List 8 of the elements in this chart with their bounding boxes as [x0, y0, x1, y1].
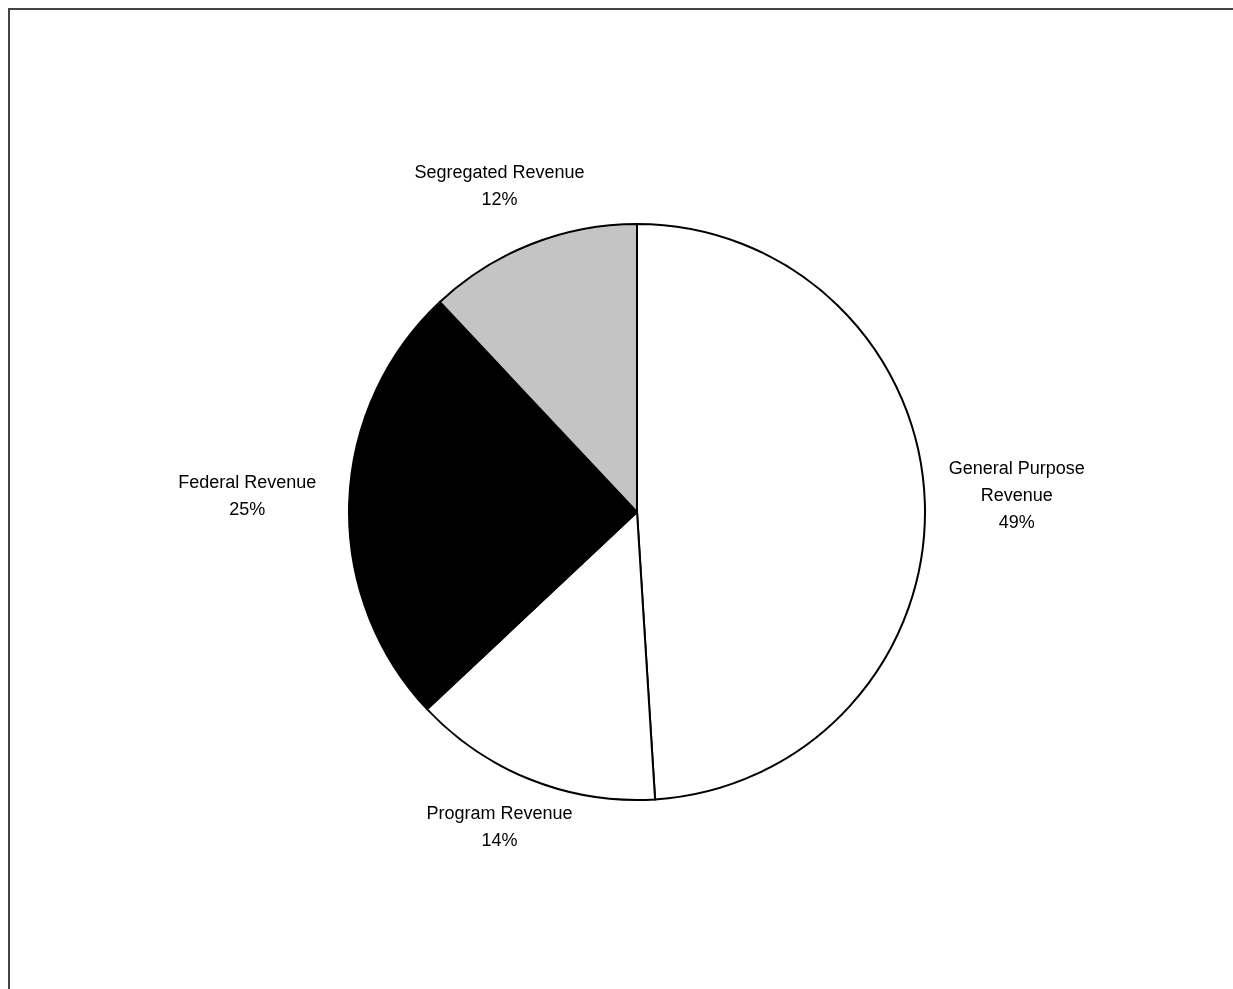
data-label: 12% — [481, 188, 518, 209]
slice-label: Program Revenue — [426, 803, 573, 824]
slice-label: General Purpose Revenue — [948, 457, 1085, 505]
slice-label: Segregated Revenue — [414, 161, 585, 182]
slice-label: Federal Revenue — [178, 471, 317, 492]
data-label: 25% — [229, 498, 266, 519]
data-label: 14% — [481, 830, 518, 851]
data-label: 49% — [998, 511, 1035, 532]
